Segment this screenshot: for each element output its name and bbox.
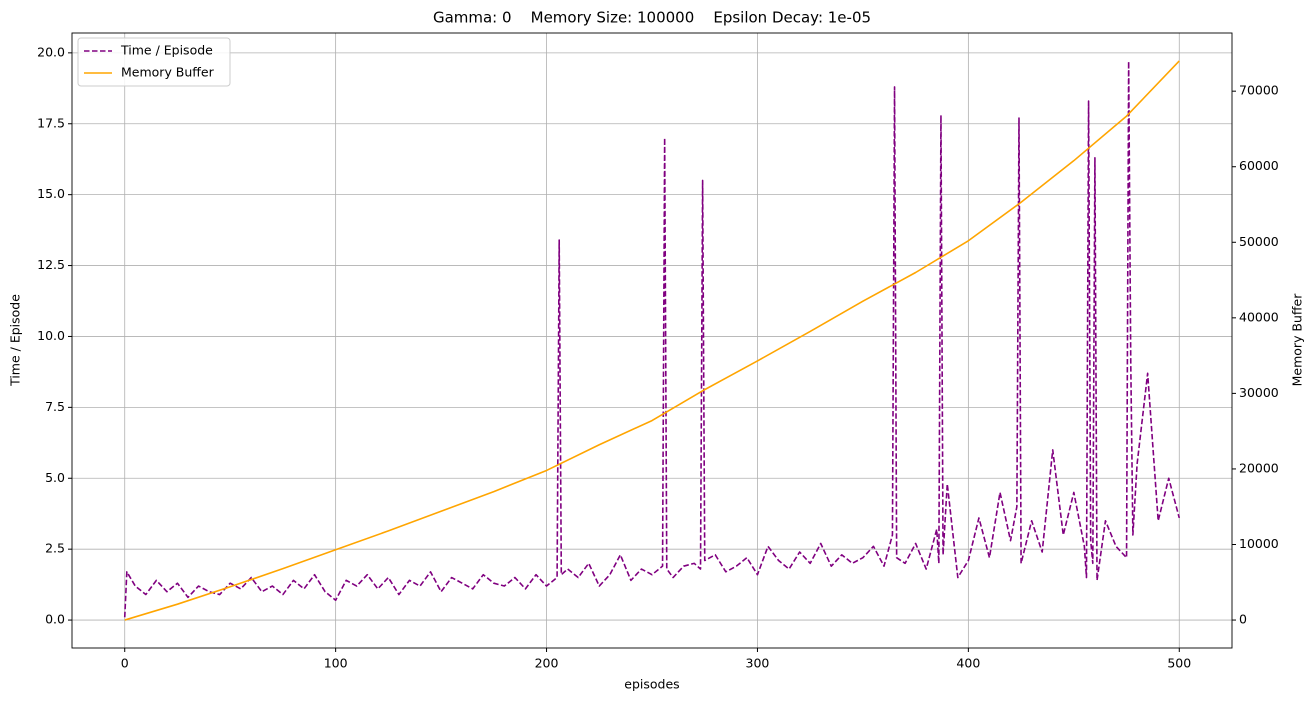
y2-tick-label: 60000 bbox=[1239, 158, 1279, 173]
legend-box bbox=[77, 37, 231, 87]
y-tick-label: 2.5 bbox=[45, 541, 65, 556]
x-tick-label: 300 bbox=[746, 656, 770, 671]
y-tick-label: 7.5 bbox=[45, 399, 65, 414]
y2-tick-label: 30000 bbox=[1239, 385, 1279, 400]
x-tick-label: 100 bbox=[324, 656, 348, 671]
x-tick-label: 400 bbox=[956, 656, 980, 671]
x-tick-label: 200 bbox=[535, 656, 559, 671]
y-tick-label: 0.0 bbox=[45, 612, 65, 627]
y-tick-label: 5.0 bbox=[45, 470, 65, 485]
y-tick-label: 12.5 bbox=[37, 257, 65, 272]
y2-tick-label: 20000 bbox=[1239, 460, 1279, 475]
y2-axis-label: Memory Buffer bbox=[1290, 293, 1305, 387]
y2-tick-label: 10000 bbox=[1239, 536, 1279, 551]
legend-label: Time / Episode bbox=[120, 43, 213, 58]
y-tick-label: 20.0 bbox=[37, 44, 65, 59]
y-tick-label: 17.5 bbox=[37, 115, 65, 130]
x-tick-label: 0 bbox=[121, 656, 129, 671]
y2-tick-label: 40000 bbox=[1239, 309, 1279, 324]
x-tick-label: 500 bbox=[1167, 656, 1191, 671]
plot-frame bbox=[71, 32, 1233, 649]
y2-tick-label: 0 bbox=[1239, 612, 1247, 627]
y2-tick-label: 50000 bbox=[1239, 234, 1279, 249]
y-tick-label: 10.0 bbox=[37, 328, 65, 343]
series-line bbox=[124, 60, 1180, 621]
series-line bbox=[123, 60, 1181, 618]
legend-label: Memory Buffer bbox=[121, 65, 215, 80]
y-axis-label: Time / Episode bbox=[8, 294, 23, 387]
y2-tick-label: 70000 bbox=[1239, 83, 1279, 98]
x-axis-label: episodes bbox=[624, 677, 679, 692]
chart-title: Gamma: 0 Memory Size: 100000 Epsilon Dec… bbox=[433, 9, 871, 27]
y-tick-label: 15.0 bbox=[37, 186, 65, 201]
